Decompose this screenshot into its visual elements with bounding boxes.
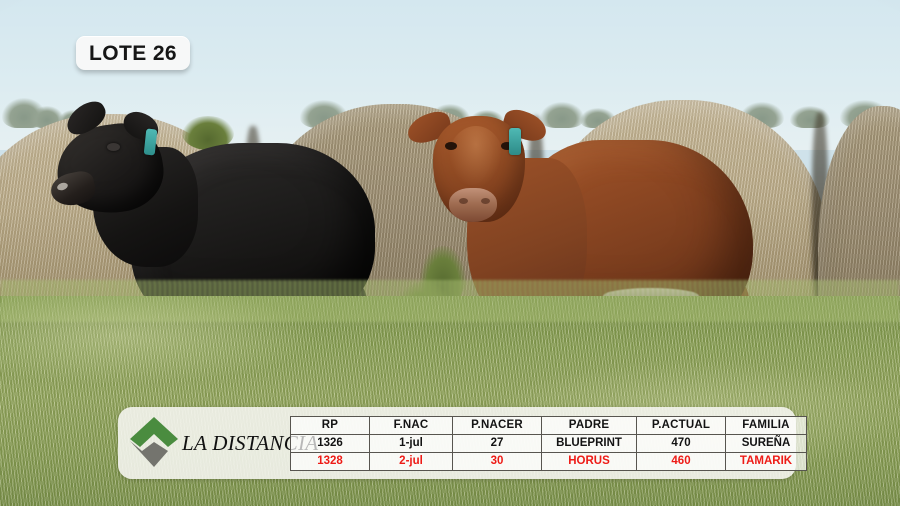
cell-familia: SUREÑA [725,433,807,453]
column-header-rp: RP [290,415,370,435]
cell-pactual: 460 [636,451,726,471]
column-header-pnacer: P.NACER [452,415,542,435]
table-row: 1326 1-jul 27 BLUEPRINT 470 SUREÑA [290,433,807,453]
cell-fnac: 1-jul [369,433,453,453]
table-header-row: RP F.NAC P.NACER PADRE P.ACTUAL FAMILIA [290,415,807,435]
cell-padre: HORUS [541,451,637,471]
lot-info-banner: LA DISTANCIA RP F.NAC P.NACER PADRE P.AC… [118,407,807,479]
cell-padre: BLUEPRINT [541,433,637,453]
cell-pnacer: 30 [452,451,542,471]
cell-rp: 1328 [290,451,370,471]
cell-pactual: 470 [636,433,726,453]
brand-logo-block: LA DISTANCIA [118,407,318,479]
cell-pnacer: 27 [452,433,542,453]
la-distancia-diamond-logo-icon [130,417,178,467]
cell-rp: 1326 [290,433,370,453]
ear-tag-icon [509,128,521,155]
column-header-familia: FAMILIA [725,415,807,435]
column-header-padre: PADRE [541,415,637,435]
lot-details-table: RP F.NAC P.NACER PADRE P.ACTUAL FAMILIA … [290,415,807,471]
column-header-pactual: P.ACTUAL [636,415,726,435]
cell-fnac: 2-jul [369,451,453,471]
column-header-fnac: F.NAC [369,415,453,435]
table-row: 1328 2-jul 30 HORUS 460 TAMARIK [290,451,807,471]
cell-familia: TAMARIK [725,451,807,471]
lot-number-badge: LOTE 26 [76,36,190,70]
lot-number-label: LOTE 26 [89,41,177,65]
